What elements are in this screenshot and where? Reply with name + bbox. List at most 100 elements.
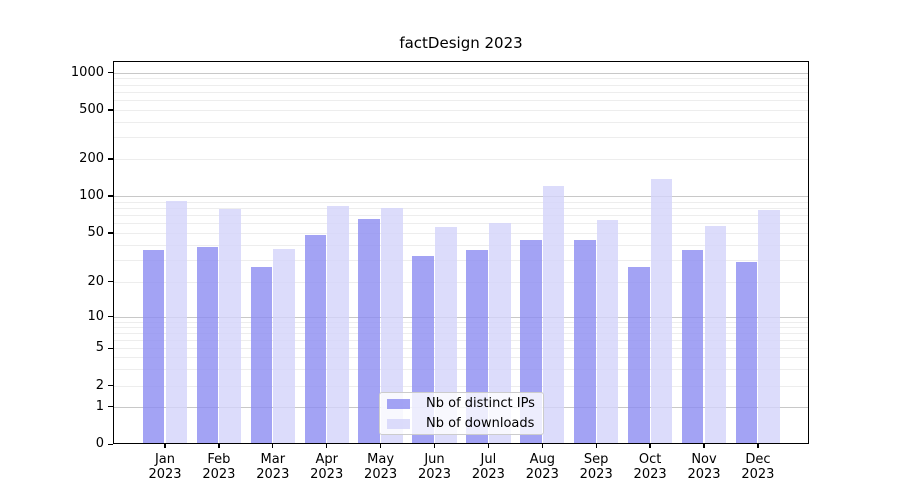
minor-gridline-5	[113, 348, 809, 350]
y-tick-label-0: 0	[95, 436, 104, 452]
bar-downloads-dec	[758, 210, 781, 444]
legend: Nb of distinct IPs Nb of downloads	[379, 392, 544, 435]
y-tick-2	[108, 384, 113, 387]
x-tick-label-line: 2023	[148, 467, 182, 482]
x-tick-6	[433, 444, 436, 449]
y-tick-label-2: 2	[95, 377, 104, 393]
bar-downloads-feb	[219, 208, 242, 444]
x-tick-label-line: Apr	[315, 452, 338, 467]
x-tick-5	[379, 444, 382, 449]
y-tick-100	[108, 195, 113, 197]
plot-area	[113, 61, 809, 444]
y-tick-label-500: 500	[79, 102, 104, 117]
y-tick-label-200: 200	[79, 151, 104, 166]
x-tick-label-line: Dec	[745, 452, 771, 467]
x-tick-label-dec: Dec 2023	[730, 452, 786, 482]
x-tick-label-line: 2023	[525, 467, 559, 482]
x-tick-label-line: 2023	[364, 467, 398, 482]
x-tick-label-apr: Apr 2023	[299, 452, 355, 482]
y-tick-1000	[108, 72, 113, 74]
bar-downloads-mar	[273, 248, 295, 444]
major-gridline-10	[113, 316, 809, 318]
x-tick-label-mar: Mar 2023	[245, 452, 301, 482]
y-tick-label-1000: 1000	[70, 64, 104, 80]
x-tick-label-line: 2023	[471, 467, 505, 482]
minor-gridline-50	[113, 233, 809, 234]
bar-downloads-aug	[542, 185, 565, 444]
x-tick-11	[703, 444, 705, 449]
minor-gridline-80	[113, 207, 809, 209]
x-tick-3	[272, 444, 274, 449]
y-tick-10	[108, 316, 113, 318]
minor-gridline-20	[113, 281, 809, 283]
x-tick-label-line: 2023	[633, 467, 667, 482]
x-tick-label-aug: Aug 2023	[514, 452, 570, 482]
minor-gridline-600	[113, 100, 809, 102]
x-tick-label-feb: Feb 2023	[191, 452, 247, 482]
x-tick-4	[326, 444, 328, 449]
bar-distinct-ips-may	[358, 218, 381, 444]
x-tick-label-jan: Jan 2023	[137, 452, 193, 482]
x-tick-label-line: 2023	[256, 467, 290, 482]
bar-downloads-oct	[650, 178, 673, 444]
y-tick-200	[108, 158, 113, 160]
x-tick-label-line: 2023	[202, 467, 236, 482]
x-tick-10	[649, 444, 651, 449]
bar-downloads-jan	[165, 201, 188, 444]
x-tick-label-line: Sep	[583, 452, 609, 467]
x-tick-label-line: Jan	[154, 452, 176, 467]
y-tick-5	[108, 347, 113, 349]
x-tick-2	[218, 444, 220, 449]
x-tick-label-line: May	[367, 452, 395, 467]
bar-downloads-sep	[596, 220, 619, 444]
minor-gridline-300	[113, 137, 809, 139]
bar-distinct-ips-sep	[574, 239, 596, 444]
x-tick-label-line: Mar	[260, 452, 286, 467]
x-tick-label-jul: Jul 2023	[460, 452, 516, 482]
y-tick-label-10: 10	[87, 308, 104, 324]
bar-downloads-may	[381, 207, 403, 444]
x-tick-label-line: Oct	[638, 452, 662, 467]
minor-gridline-3	[113, 369, 809, 371]
x-tick-label-line: 2023	[417, 467, 452, 482]
minor-gridline-800	[113, 84, 809, 86]
x-tick-label-jun: Jun 2023	[407, 452, 463, 482]
y-tick-label-50: 50	[87, 225, 104, 240]
minor-gridline-900	[113, 78, 809, 80]
bar-distinct-ips-apr	[304, 234, 327, 444]
bar-distinct-ips-jan	[142, 250, 165, 444]
x-tick-label-line: Feb	[207, 452, 231, 467]
x-tick-label-line: Jul	[480, 452, 497, 467]
minor-gridline-8	[113, 326, 809, 328]
legend-item-downloads: Nb of downloads	[380, 415, 543, 433]
x-tick-label-line: 2023	[687, 467, 721, 482]
minor-gridline-6	[113, 339, 809, 341]
minor-gridline-4	[113, 357, 809, 359]
bar-distinct-ips-dec	[735, 261, 758, 444]
minor-gridline-500	[113, 110, 809, 111]
x-tick-8	[541, 444, 543, 449]
minor-gridline-700	[113, 91, 809, 93]
x-tick-7	[487, 444, 490, 449]
major-gridline-100	[113, 196, 809, 197]
minor-gridline-70	[113, 215, 809, 217]
bar-distinct-ips-oct	[627, 267, 650, 444]
x-tick-label-line: 2023	[741, 467, 775, 482]
minor-gridline-7	[113, 332, 809, 334]
y-tick-label-5: 5	[95, 340, 104, 356]
x-tick-label-line: Jun	[424, 452, 445, 467]
bar-distinct-ips-mar	[250, 267, 273, 444]
y-tick-label-1: 1	[95, 398, 104, 414]
y-tick-1	[108, 406, 113, 408]
bar-downloads-jul	[488, 222, 511, 444]
x-tick-9	[595, 444, 597, 449]
x-tick-label-sep: Sep 2023	[568, 452, 624, 482]
x-tick-label-line: 2023	[579, 467, 613, 482]
x-tick-label-line: Aug	[529, 452, 555, 467]
legend-swatch-downloads-icon	[387, 418, 410, 429]
x-tick-label-may: May 2023	[353, 452, 409, 482]
y-tick-label-20: 20	[87, 273, 104, 289]
x-tick-label-oct: Oct 2023	[622, 452, 678, 482]
bar-distinct-ips-nov	[681, 250, 704, 444]
